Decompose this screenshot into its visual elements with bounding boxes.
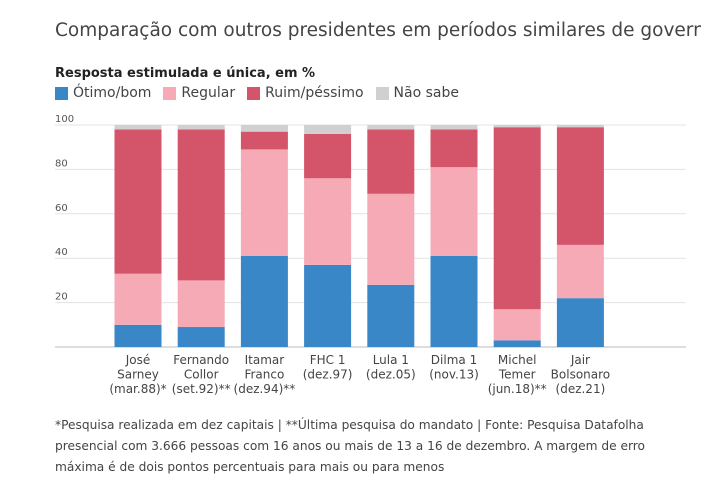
legend-item-otimo-bom: Ótimo/bom (55, 85, 151, 101)
bar-4-series-0 (367, 284, 415, 347)
bar-0-series-1 (114, 273, 162, 325)
bar-1-series-3 (177, 125, 225, 130)
category-label-1: Fernando Collor (set.92)** (172, 353, 231, 396)
bar-2-series-3 (240, 125, 288, 132)
chart-title: Comparação com outros presidentes em per… (55, 20, 701, 41)
bar-4-series-3 (367, 125, 415, 130)
bar-0-series-2 (114, 129, 162, 274)
bar-0-series-0 (114, 324, 162, 347)
bar-4-series-2 (367, 129, 415, 194)
category-label-4: Lula 1 (dez.05) (366, 353, 416, 382)
footnote: *Pesquisa realizada em dez capitais | **… (55, 418, 646, 474)
bar-1-series-2 (177, 129, 225, 281)
legend-item-regular: Regular (163, 85, 235, 101)
bar-2-series-1 (240, 149, 288, 256)
bar-1-series-0 (177, 327, 225, 347)
legend-label-nao-sabe: Não sabe (393, 85, 459, 101)
bar-3-series-0 (304, 264, 352, 347)
bar-4-series-1 (367, 193, 415, 285)
bar-2-series-0 (240, 255, 288, 347)
bar-7-series-3 (556, 125, 604, 128)
bar-6-series-1 (493, 309, 541, 341)
category-label-7: Jair Bolsonaro (dez.21) (551, 353, 610, 396)
legend-swatch-nao-sabe (375, 86, 389, 100)
bar-7-series-0 (556, 298, 604, 347)
bar-2-series-2 (240, 131, 288, 150)
category-label-3: FHC 1 (dez.97) (303, 353, 353, 382)
legend-swatch-ruim-pessimo (247, 86, 261, 100)
bar-5-series-2 (430, 129, 478, 168)
y-tick-label-40: 40 (55, 247, 68, 258)
chart-subtitle: Resposta estimulada e única, em % (55, 66, 316, 81)
y-tick-label-20: 20 (55, 292, 68, 303)
bar-5-series-3 (430, 125, 478, 130)
bar-1-series-1 (177, 280, 225, 328)
legend-item-ruim-pessimo: Ruim/péssimo (247, 85, 364, 101)
category-label-6: Michel Temer (jun.18)** (488, 353, 547, 396)
legend: Ótimo/bom Regular Ruim/péssimo Não sabe (55, 85, 471, 101)
bar-5-series-1 (430, 167, 478, 256)
stacked-bar-chart: 20 40 60 80 100 José Sarney (mar.88)*Fernando Co… (55, 114, 686, 396)
category-label-5: Dilma 1 (nov.13) (429, 353, 479, 382)
bar-6-series-2 (493, 127, 541, 310)
bar-0-series-3 (114, 125, 162, 130)
bar-5-series-0 (430, 255, 478, 347)
bar-6-series-0 (493, 340, 541, 347)
legend-swatch-regular (163, 86, 177, 100)
y-tick-label-60: 60 (55, 203, 68, 214)
bar-3-series-2 (304, 133, 352, 179)
legend-swatch-otimo-bom (55, 86, 68, 100)
bar-6-series-3 (493, 125, 541, 128)
category-label-2: Itamar Franco (dez.94)** (234, 353, 296, 396)
legend-label-otimo-bom: Ótimo/bom (73, 85, 152, 101)
legend-label-ruim-pessimo: Ruim/péssimo (265, 85, 364, 101)
legend-item-nao-sabe: Não sabe (375, 85, 459, 101)
category-label-0: José Sarney (mar.88)* (109, 353, 166, 396)
bar-7-series-1 (556, 244, 604, 299)
legend-label-regular: Regular (181, 85, 236, 101)
bar-3-series-3 (304, 125, 352, 134)
bar-3-series-1 (304, 178, 352, 265)
y-tick-label-80: 80 (55, 158, 68, 169)
y-tick-label-100: 100 (55, 114, 74, 125)
bar-7-series-2 (556, 127, 604, 245)
